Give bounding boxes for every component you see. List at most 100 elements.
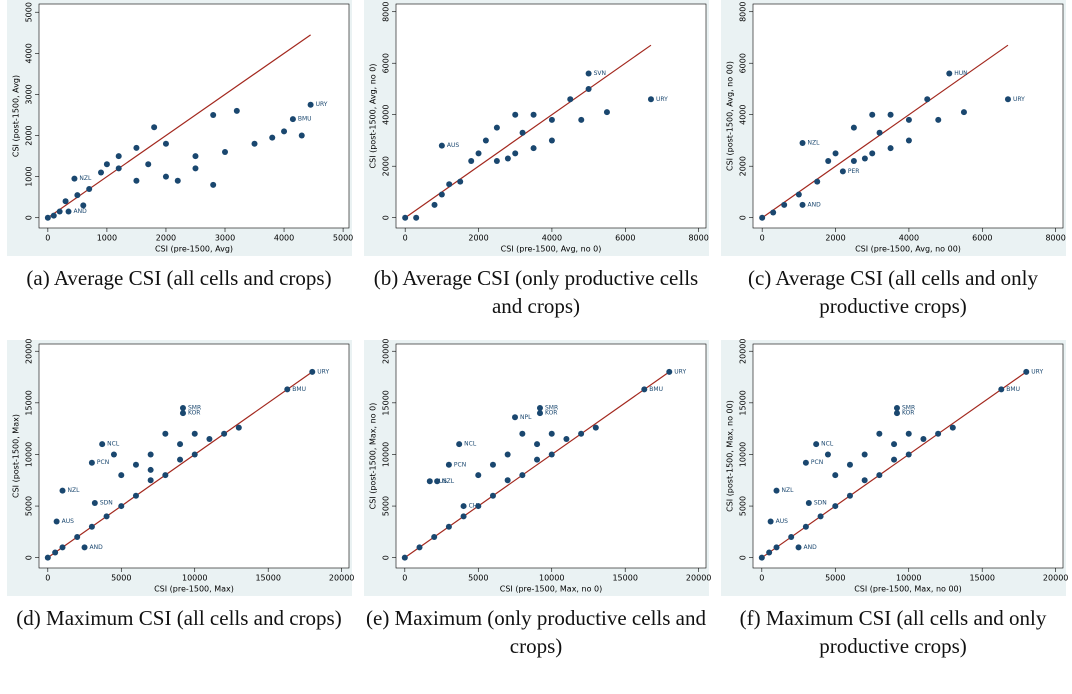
y-axis-title: CSI (post-1500, Max) bbox=[12, 414, 21, 498]
point bbox=[115, 153, 122, 160]
y-tick-label: 5000 bbox=[25, 496, 34, 516]
x-tick-label: 15000 bbox=[969, 574, 994, 583]
point bbox=[832, 150, 839, 157]
y-tick-label: 20000 bbox=[25, 338, 34, 363]
x-tick-label: 0 bbox=[403, 234, 408, 243]
point-label: AND bbox=[90, 544, 104, 551]
point bbox=[456, 441, 463, 448]
point bbox=[946, 70, 953, 77]
point bbox=[846, 492, 853, 499]
point bbox=[145, 161, 152, 168]
x-axis-title: CSI (pre-1500, Avg) bbox=[155, 245, 233, 254]
y-tick-label: 20000 bbox=[382, 338, 391, 363]
x-tick-label: 5000 bbox=[111, 574, 131, 583]
y-tick-label: 8000 bbox=[739, 2, 748, 22]
point bbox=[512, 150, 519, 157]
point bbox=[133, 144, 140, 151]
point bbox=[413, 214, 420, 221]
point-label: BMU bbox=[292, 386, 306, 393]
point bbox=[81, 544, 88, 551]
point bbox=[861, 155, 868, 162]
point bbox=[222, 148, 228, 155]
point bbox=[1023, 368, 1030, 375]
point bbox=[493, 124, 500, 131]
point-label: CHL bbox=[469, 503, 482, 510]
x-tick-label: 10000 bbox=[539, 574, 564, 583]
point bbox=[504, 477, 511, 484]
point bbox=[519, 430, 526, 437]
point bbox=[802, 459, 809, 466]
point bbox=[802, 523, 809, 530]
y-tick-label: 4000 bbox=[25, 43, 34, 63]
point bbox=[824, 451, 831, 458]
point bbox=[603, 109, 610, 116]
point bbox=[861, 451, 868, 458]
y-tick-label: 5000 bbox=[382, 496, 391, 516]
y-tick-label: 0 bbox=[382, 215, 391, 220]
point bbox=[813, 441, 820, 448]
point bbox=[795, 544, 802, 551]
point-label: BMU bbox=[1006, 386, 1020, 393]
point bbox=[548, 116, 555, 123]
point-label: NCL bbox=[464, 441, 477, 448]
point bbox=[56, 208, 63, 215]
point bbox=[210, 111, 217, 118]
point bbox=[88, 459, 95, 466]
point-label: URY bbox=[1031, 368, 1043, 375]
point-label: PCN bbox=[454, 461, 466, 468]
y-axis-title: CSI (post-1500, Avg, no 0) bbox=[369, 64, 378, 169]
point bbox=[548, 451, 555, 458]
point bbox=[44, 554, 51, 561]
point bbox=[289, 116, 296, 123]
point bbox=[530, 145, 537, 152]
point bbox=[504, 155, 511, 162]
caption: (a) Average CSI (all cells and crops) bbox=[26, 266, 332, 290]
point bbox=[44, 214, 51, 221]
point bbox=[103, 161, 110, 168]
point bbox=[512, 111, 519, 118]
point bbox=[489, 461, 496, 468]
point bbox=[887, 111, 894, 118]
point bbox=[773, 487, 780, 494]
point bbox=[460, 503, 467, 510]
y-tick-label: 0 bbox=[25, 555, 34, 560]
y-axis-title: CSI (post-1500, Max, no 0) bbox=[369, 403, 378, 510]
point bbox=[52, 549, 59, 556]
point-label: SMR bbox=[902, 405, 915, 412]
point-label: URY bbox=[674, 368, 686, 375]
point-label: PCN bbox=[97, 459, 109, 466]
point bbox=[548, 137, 555, 144]
point bbox=[426, 478, 433, 485]
point bbox=[284, 386, 291, 393]
point bbox=[563, 435, 570, 442]
point bbox=[893, 405, 900, 411]
point bbox=[567, 96, 574, 103]
point bbox=[817, 513, 824, 520]
point bbox=[416, 544, 423, 551]
point bbox=[767, 518, 774, 525]
y-tick-label: 2000 bbox=[739, 156, 748, 176]
x-tick-label: 4000 bbox=[542, 234, 562, 243]
x-tick-label: 20000 bbox=[686, 574, 711, 583]
y-tick-label: 5000 bbox=[25, 2, 34, 22]
point bbox=[799, 140, 806, 147]
point bbox=[446, 181, 453, 188]
point bbox=[269, 134, 276, 141]
point bbox=[210, 181, 217, 188]
y-tick-label: 8000 bbox=[382, 2, 391, 22]
x-tick-label: 0 bbox=[759, 574, 764, 583]
point bbox=[770, 209, 777, 216]
point bbox=[839, 168, 846, 175]
point bbox=[548, 430, 555, 437]
y-tick-label: 4000 bbox=[739, 105, 748, 125]
point-label: NPL bbox=[520, 414, 532, 421]
point-label: NCL bbox=[821, 441, 834, 448]
y-tick-label: 6000 bbox=[739, 53, 748, 73]
point bbox=[402, 214, 409, 221]
x-tick-label: 10000 bbox=[182, 574, 207, 583]
point bbox=[876, 129, 883, 136]
point bbox=[998, 386, 1005, 393]
point bbox=[949, 424, 956, 431]
point-label: NZL bbox=[442, 478, 455, 485]
